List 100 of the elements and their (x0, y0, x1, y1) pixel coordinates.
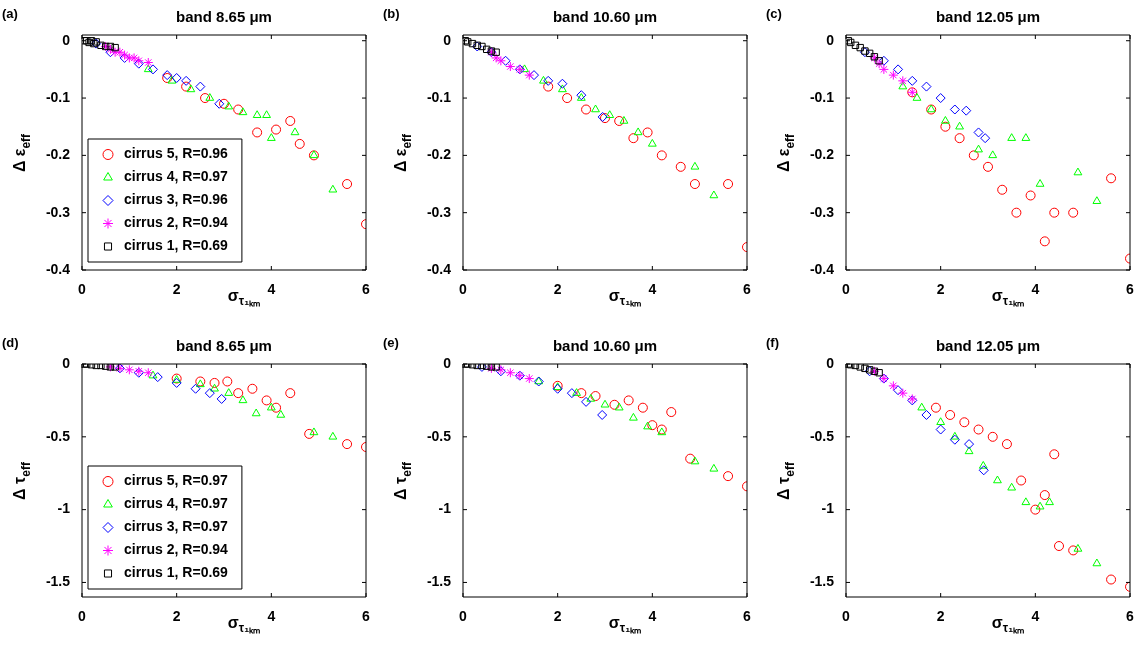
point (968, 150, 979, 161)
point (495, 55, 506, 66)
point (993, 475, 1002, 484)
point (1068, 545, 1079, 556)
point (1035, 501, 1045, 510)
chart-title: band 8.65 μm (175, 8, 273, 25)
legend-label: cirrus 5, R=0.97 (124, 472, 229, 489)
point (1035, 179, 1045, 187)
point (1007, 133, 1017, 141)
x-axis-title: σ$_{τ₁ₖₘ}$ (608, 287, 642, 310)
point (224, 388, 234, 396)
x-tick-label: 4 (648, 608, 657, 625)
point (1007, 482, 1017, 491)
point (1039, 236, 1050, 247)
point (878, 55, 889, 66)
point (940, 121, 951, 132)
y-tick-label: -1 (821, 500, 835, 517)
point (271, 124, 282, 135)
chart-title: band 10.60 μm (551, 8, 659, 25)
point (328, 184, 338, 193)
point (328, 431, 338, 440)
point (342, 179, 353, 190)
point (973, 127, 984, 138)
point (111, 364, 119, 371)
legend-label: cirrus 3, R=0.97 (124, 518, 229, 535)
x-tick-label: 6 (743, 281, 752, 298)
point (200, 93, 211, 104)
point (959, 417, 970, 428)
point (148, 370, 158, 379)
y-tick-label: -0.4 (45, 260, 71, 277)
point (1068, 207, 1079, 218)
point (605, 110, 615, 118)
point (888, 380, 899, 391)
point (888, 70, 899, 81)
point (856, 43, 864, 52)
point (124, 364, 135, 375)
point (897, 75, 908, 86)
point (111, 43, 119, 52)
point (893, 64, 904, 75)
x-tick-label: 4 (1031, 608, 1040, 625)
x-axis-title: σ$_{τ₁ₖₘ}$ (991, 287, 1025, 310)
point (637, 402, 648, 413)
point (917, 402, 927, 411)
y-tick-label: 0 (62, 31, 71, 48)
point (1030, 504, 1041, 515)
x-tick-label: 6 (362, 281, 371, 298)
point (271, 402, 282, 413)
point (656, 150, 667, 161)
point (238, 395, 248, 404)
x-tick-label: 2 (553, 281, 562, 298)
point (685, 453, 696, 464)
point (856, 364, 864, 371)
point (647, 138, 657, 147)
point (222, 376, 233, 387)
chart-title: band 8.65 μm (175, 337, 273, 354)
legend-label: cirrus 4, R=0.97 (124, 495, 229, 512)
point (690, 456, 700, 465)
point (143, 367, 154, 378)
y-tick-label: -1.5 (45, 573, 71, 590)
point (675, 161, 686, 172)
y-tick-label: -0.5 (426, 427, 452, 444)
point (167, 75, 177, 84)
point (204, 388, 215, 399)
point (1001, 439, 1012, 450)
y-tick-label: -0.1 (426, 88, 452, 105)
point (1011, 207, 1022, 218)
point (978, 465, 989, 476)
x-tick-label: 0 (78, 608, 87, 625)
point (171, 377, 182, 388)
point (124, 52, 135, 63)
legend-label: cirrus 3, R=0.96 (124, 191, 229, 208)
y-tick-label: -0.2 (45, 146, 71, 163)
point (468, 39, 477, 48)
point (143, 64, 153, 73)
chart-title: band 12.05 μm (934, 337, 1042, 354)
point (539, 75, 548, 84)
text: (c) (766, 6, 782, 21)
x-tick-label: 2 (172, 281, 181, 298)
point (586, 393, 596, 402)
y-tick-label: -0.5 (45, 427, 71, 444)
point (505, 61, 516, 72)
point (865, 49, 874, 58)
legend-label: cirrus 2, R=0.94 (124, 541, 229, 558)
point (87, 37, 96, 45)
point (997, 184, 1008, 195)
x-tick-label: 6 (362, 608, 371, 625)
x-tick-label: 4 (267, 608, 276, 625)
point (875, 57, 883, 65)
legend-label: cirrus 1, R=0.69 (124, 237, 229, 254)
point (988, 150, 998, 159)
point (210, 383, 219, 392)
y-tick-label: -1 (438, 500, 452, 517)
x-tick-label: 4 (1031, 281, 1040, 298)
point (285, 115, 296, 126)
point (106, 42, 115, 51)
point (543, 75, 554, 86)
x-tick-label: 2 (553, 608, 562, 625)
point (238, 107, 248, 116)
y-tick-label: -0.4 (426, 260, 452, 277)
point (591, 104, 600, 113)
